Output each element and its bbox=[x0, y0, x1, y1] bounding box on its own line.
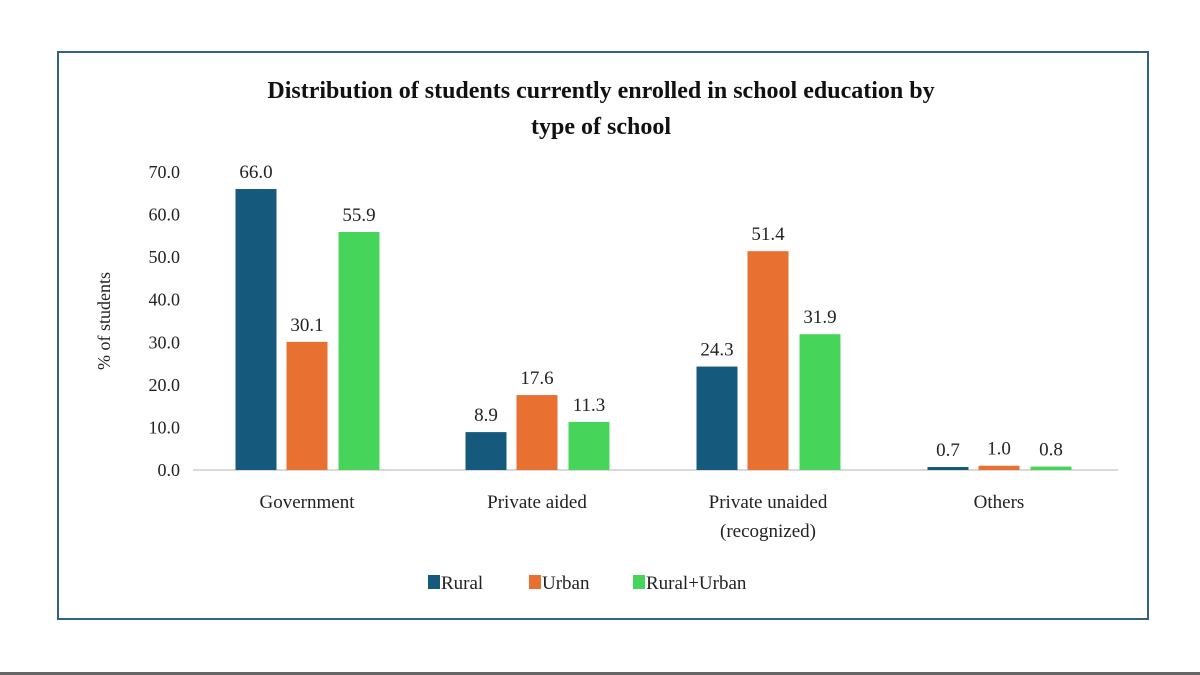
legend-label: Rural+Urban bbox=[646, 573, 747, 594]
legend-swatch bbox=[529, 575, 541, 589]
legend-label: Urban bbox=[542, 573, 590, 594]
chart-title-line-2: type of school bbox=[531, 114, 671, 140]
bar-rural-0 bbox=[235, 189, 277, 470]
data-label: 30.1 bbox=[290, 315, 323, 336]
data-label: 11.3 bbox=[573, 395, 606, 416]
bar-urban-2 bbox=[747, 251, 789, 470]
bar-urban-1 bbox=[516, 395, 558, 470]
data-label: 0.7 bbox=[936, 440, 960, 461]
y-tick-label: 50.0 bbox=[149, 247, 181, 267]
y-tick-label: 70.0 bbox=[149, 162, 181, 182]
data-label: 1.0 bbox=[987, 439, 1011, 460]
y-tick-label: 60.0 bbox=[149, 205, 181, 225]
data-label: 66.0 bbox=[239, 162, 272, 183]
legend-label: Rural bbox=[441, 573, 483, 594]
bar-urban-3 bbox=[978, 465, 1020, 470]
bar-rural-1 bbox=[465, 432, 507, 470]
data-label: 55.9 bbox=[342, 205, 375, 226]
bar-rural-2 bbox=[696, 366, 738, 470]
y-tick-label: 10.0 bbox=[149, 417, 181, 437]
legend-swatch bbox=[428, 575, 440, 589]
y-tick-label: 40.0 bbox=[149, 290, 181, 310]
x-category-label: Private unaided bbox=[709, 492, 828, 513]
x-category-label: (recognized) bbox=[720, 521, 816, 542]
y-tick-label: 0.0 bbox=[158, 460, 181, 480]
data-label: 0.8 bbox=[1039, 440, 1063, 461]
x-category-label: Government bbox=[260, 492, 356, 513]
bar-rural-urban-3 bbox=[1030, 466, 1072, 470]
data-label: 17.6 bbox=[520, 368, 553, 389]
data-label: 31.9 bbox=[803, 307, 836, 328]
bar-rural-urban-0 bbox=[338, 232, 380, 470]
data-label: 51.4 bbox=[751, 224, 785, 245]
data-label: 8.9 bbox=[474, 405, 498, 426]
y-tick-label: 20.0 bbox=[149, 375, 181, 395]
bar-rural-3 bbox=[927, 467, 969, 470]
bottom-divider bbox=[0, 672, 1200, 675]
bar-urban-0 bbox=[286, 341, 328, 470]
data-label: 24.3 bbox=[700, 340, 733, 361]
legend-swatch bbox=[633, 575, 645, 589]
x-category-label: Others bbox=[974, 492, 1025, 513]
y-tick-label: 30.0 bbox=[149, 332, 181, 352]
chart-title-line-1: Distribution of students currently enrol… bbox=[267, 78, 934, 104]
chart-frame bbox=[57, 51, 1149, 620]
y-axis-label: % of students bbox=[94, 272, 114, 370]
bar-rural-urban-1 bbox=[568, 421, 610, 470]
x-category-label: Private aided bbox=[487, 492, 587, 513]
bar-rural-urban-2 bbox=[799, 334, 841, 470]
